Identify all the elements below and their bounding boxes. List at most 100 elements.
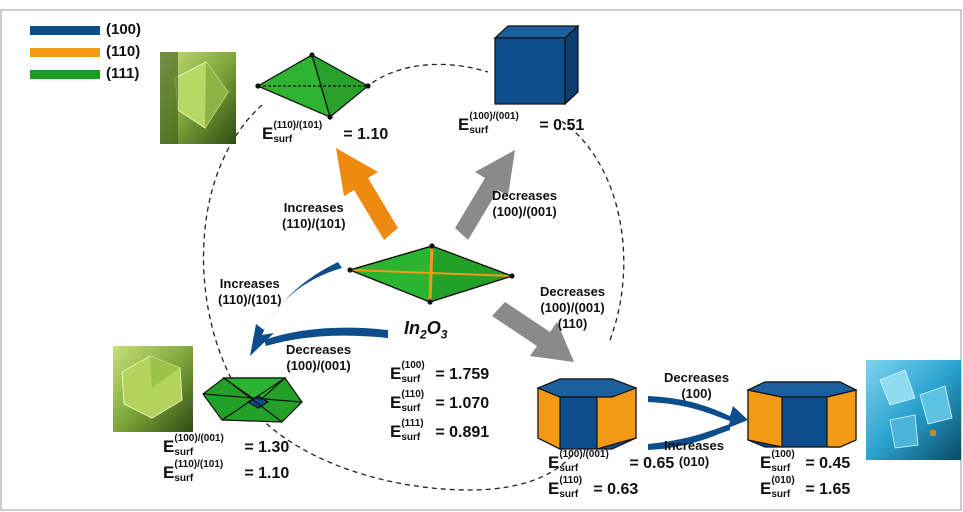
energy-subscript: surf: [771, 463, 791, 474]
energy-scripts: (100) surf: [771, 449, 805, 474]
outer-frame: [0, 9, 962, 511]
arrow-label-up-left: Increases (110)/(101): [282, 200, 346, 231]
arrow-label-far-right-increase: Increases (010): [664, 438, 724, 469]
energy-superscript: (010): [771, 475, 795, 486]
dashed-cycle-path: [202, 63, 625, 491]
energy-line: E (100)/(001) surf = 0.51: [458, 111, 585, 141]
compound-formula: In2O3: [404, 318, 448, 342]
energy-value: = 0.51: [539, 117, 585, 134]
octahedron-center: [347, 243, 515, 305]
energy-superscript: (100)/(001): [469, 111, 519, 122]
energy-superscript: (110): [559, 475, 583, 486]
energy-line: E (110)/(101) surf = 1.10: [163, 459, 290, 489]
energy-block-center: E (100) surf = 1.759 E (110) surf = 1.070 E (111)…: [390, 360, 490, 451]
energy-superscript: (100): [771, 449, 795, 460]
energy-superscript: (100)/(001): [559, 449, 609, 460]
energy-value: = 0.45: [805, 455, 851, 472]
arrow-label-up-right: Decreases (100)/(001): [492, 188, 558, 219]
energy-subscript: surf: [401, 403, 421, 414]
energy-subscript: surf: [469, 125, 489, 136]
energy-superscript: (110)/(101): [174, 459, 224, 470]
energy-subscript: surf: [174, 473, 194, 484]
octahedron-top: [255, 52, 371, 120]
energy-line: E (110) surf = 0.63: [548, 475, 674, 505]
energy-block-bottom-left: E (100)/(001) surf = 1.30 E (110)/(101) surf = …: [163, 433, 290, 489]
arrow-label-far-right-decrease: Decreases (100): [664, 370, 730, 401]
energy-scripts: (111) surf: [401, 418, 435, 443]
legend-swatch-100: [30, 26, 100, 35]
energy-superscript: (110)/(101): [273, 120, 323, 131]
energy-superscript: (100)/(001): [174, 433, 224, 444]
energy-line: E (100)/(001) surf = 1.30: [163, 433, 289, 463]
legend-swatch-110: [30, 48, 100, 57]
energy-line: E (110) surf = 1.070: [390, 389, 490, 422]
micrograph-top-left: [160, 52, 236, 144]
energy-subscript: surf: [559, 463, 579, 474]
hexagonal-prism: [746, 381, 858, 448]
energy-block-bottom-mid: E (100)/(001) surf = 0.65 E (110) surf = 0.63: [548, 449, 675, 505]
energy-superscript: (110): [401, 389, 425, 400]
energy-value: = 1.10: [244, 465, 290, 482]
arrow-left-split: [250, 262, 388, 356]
truncated-octahedron: [202, 377, 303, 423]
energy-symbol: E: [458, 115, 470, 134]
energy-value: = 0.63: [593, 481, 639, 498]
micrograph-bottom-left: [113, 346, 193, 432]
cube-top: [493, 24, 580, 106]
micrograph-bottom-right: [866, 360, 961, 460]
energy-line: E (110)/(101) surf = 1.10: [262, 120, 389, 150]
arrow-label-down-right: Decreases (100)/(001) (110): [540, 284, 606, 331]
energy-line: E (010) surf = 1.65: [760, 475, 851, 505]
energy-subscript: surf: [174, 447, 194, 458]
energy-subscript: surf: [401, 374, 421, 385]
energy-line: E (100) surf = 1.759: [390, 360, 490, 393]
legend-swatch-111: [30, 70, 100, 79]
energy-subscript: surf: [771, 489, 791, 500]
energy-scripts: (110)/(101) surf: [273, 120, 343, 145]
arrow-down-right: [492, 302, 574, 362]
energy-scripts: (100)/(001) surf: [469, 111, 539, 136]
energy-scripts: (100)/(001) surf: [174, 433, 244, 458]
energy-scripts: (110)/(101) surf: [174, 459, 244, 484]
energy-scripts: (010) surf: [771, 475, 805, 500]
energy-symbol: E: [548, 479, 560, 498]
energy-symbol: E: [163, 463, 175, 482]
energy-value: = 1.10: [343, 126, 389, 143]
energy-line: E (111) surf = 0.891: [390, 418, 490, 451]
energy-symbol: E: [163, 437, 175, 456]
energy-symbol: E: [760, 479, 772, 498]
legend-label-110: (110): [106, 43, 141, 60]
octagonal-prism: [536, 378, 638, 450]
energy-symbol: E: [390, 393, 402, 412]
energy-subscript: surf: [401, 432, 421, 443]
energy-symbol: E: [262, 124, 274, 143]
energy-symbol: E: [760, 453, 772, 472]
legend-label-100: (100): [106, 21, 142, 38]
arrow-up-right: [455, 150, 515, 240]
energy-scripts: (110) surf: [559, 475, 593, 500]
arrow-label-left-decrease: Decreases (100)/(001): [286, 342, 352, 373]
energy-scripts: (100)/(001) surf: [559, 449, 629, 474]
energy-value: = 1.759: [435, 366, 490, 383]
energy-block-top-left: E (110)/(101) surf = 1.10: [262, 120, 389, 150]
energy-subscript: surf: [273, 134, 293, 145]
arrow-up-left: [336, 148, 398, 240]
energy-symbol: E: [548, 453, 560, 472]
energy-value: = 1.070: [435, 395, 490, 412]
energy-symbol: E: [390, 364, 402, 383]
energy-value: = 1.65: [805, 481, 851, 498]
energy-subscript: surf: [559, 489, 579, 500]
energy-block-top-right: E (100)/(001) surf = 0.51: [458, 111, 585, 141]
energy-superscript: (111): [401, 418, 424, 429]
energy-block-bottom-right: E (100) surf = 0.45 E (010) surf = 1.65: [760, 449, 851, 505]
legend-label-111: (111): [106, 65, 140, 82]
energy-scripts: (110) surf: [401, 389, 435, 414]
arrow-label-left-increase: Increases (110)/(101): [218, 276, 282, 307]
energy-symbol: E: [390, 422, 402, 441]
energy-value: = 0.65: [629, 455, 675, 472]
energy-value: = 0.891: [435, 424, 490, 441]
energy-line: E (100)/(001) surf = 0.65: [548, 449, 675, 479]
energy-superscript: (100): [401, 360, 425, 371]
